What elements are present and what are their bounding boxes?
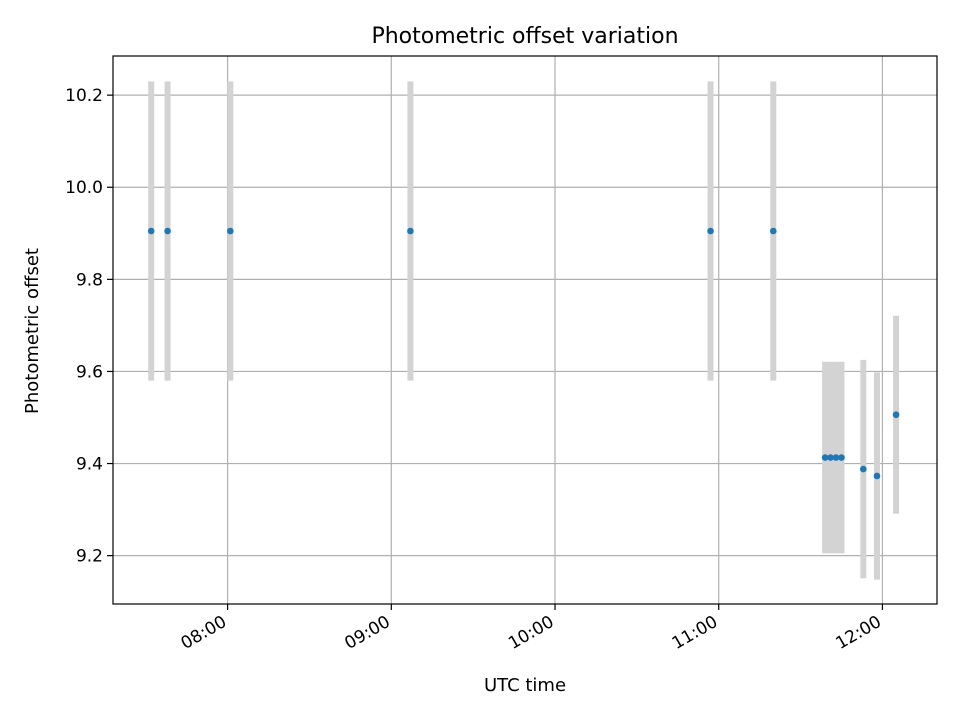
data-points [147,227,900,480]
data-point [892,411,900,419]
y-tick-label: 10.0 [65,178,103,198]
data-point [227,227,234,235]
data-point [769,227,777,235]
y-tick-label: 9.8 [76,270,103,290]
y-tick-label: 9.4 [76,455,103,475]
data-point [164,227,171,235]
data-point [873,472,881,480]
grid [113,56,937,604]
plot-frame [112,55,938,605]
y-tick-label: 9.6 [76,362,103,382]
data-point [147,227,155,235]
data-point [827,454,834,461]
y-tick-label: 9.2 [76,547,103,567]
y-axis-label: Photometric offset [22,248,43,414]
data-point [821,454,829,461]
data-point [838,454,845,461]
data-point [707,227,714,235]
chart-title: Photometric offset variation [371,24,678,49]
data-point [832,454,840,461]
y-tick-label: 10.2 [65,86,103,106]
data-point [860,465,867,473]
x-axis-label: UTC time [484,675,566,696]
data-point [407,227,414,235]
